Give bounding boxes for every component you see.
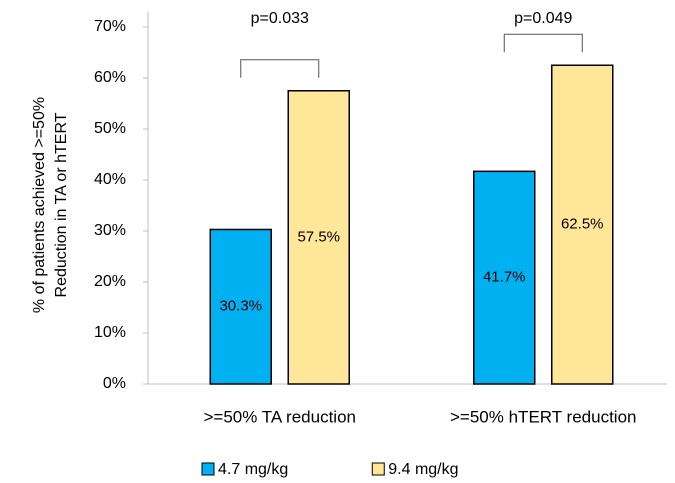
bar	[209, 228, 272, 385]
legend-label: 4.7 mg/kg	[218, 461, 288, 478]
annotation: p=0.049	[514, 10, 572, 27]
annotation: p=0.033	[251, 10, 309, 27]
bar	[473, 170, 536, 385]
y-axis-label: % of patients achieved >=50%	[31, 97, 48, 313]
y-tick-label: 30%	[94, 222, 126, 239]
value-label: 30.3%	[219, 298, 262, 315]
bar	[287, 90, 350, 385]
bar	[551, 64, 614, 385]
y-tick-label: 50%	[94, 120, 126, 137]
y-tick-label: 70%	[94, 18, 126, 35]
significance-bracket	[503, 33, 583, 53]
legend-swatch	[201, 462, 215, 476]
x-tick-label: >=50% TA reduction	[204, 407, 356, 426]
value-label: 57.5%	[297, 228, 340, 245]
y-tick-label: 40%	[94, 171, 126, 188]
value-label: 62.5%	[561, 216, 604, 233]
legend-swatch	[371, 462, 385, 476]
x-tick-label: >=50% hTERT reduction	[450, 407, 637, 426]
significance-bracket	[240, 59, 320, 78]
value-label: 41.7%	[483, 269, 526, 286]
legend-label: 9.4 mg/kg	[388, 461, 458, 478]
y-axis-label: Reduction in TA or hTERT	[53, 112, 70, 297]
y-tick-label: 10%	[94, 324, 126, 341]
y-tick-label: 20%	[94, 273, 126, 290]
y-tick-label: 0%	[103, 375, 126, 392]
y-tick-label: 60%	[94, 69, 126, 86]
